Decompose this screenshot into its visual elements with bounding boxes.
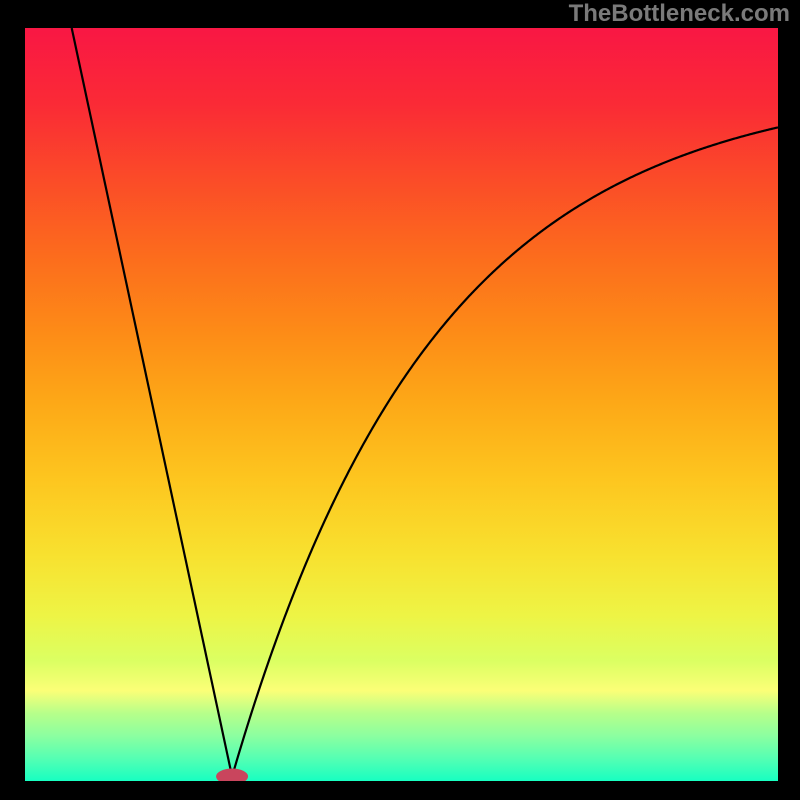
watermark-text: TheBottleneck.com — [569, 0, 790, 28]
plot-area — [25, 28, 778, 781]
chart-stage: TheBottleneck.com — [0, 0, 800, 800]
gradient-background — [25, 28, 778, 781]
plot-svg — [25, 28, 778, 781]
